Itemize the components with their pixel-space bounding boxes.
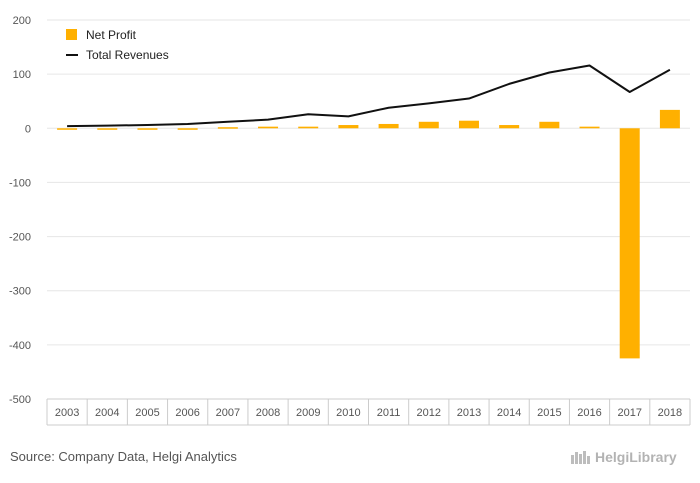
bar-net-profit-2010[interactable] xyxy=(338,125,359,129)
line-total-revenues[interactable] xyxy=(67,64,671,128)
bar-net-profit-2003[interactable] xyxy=(57,128,78,130)
point-total-revenues-2016[interactable] xyxy=(587,63,592,68)
total-revenues-line xyxy=(65,63,672,129)
bar-net-profit-2016[interactable] xyxy=(579,126,600,129)
point-total-revenues-2018[interactable] xyxy=(667,67,672,72)
y-tick-label: -100 xyxy=(9,177,31,189)
brand-logo: HelgiLibrary xyxy=(570,449,677,465)
point-total-revenues-2009[interactable] xyxy=(306,112,311,117)
gridlines xyxy=(47,19,690,400)
y-tick-label: 0 xyxy=(25,123,31,135)
x-tick-label: 2004 xyxy=(95,407,119,419)
bar-net-profit-2008[interactable] xyxy=(258,126,279,129)
legend-swatch-net-profit[interactable] xyxy=(66,29,77,40)
source-note: Source: Company Data, Helgi Analytics xyxy=(10,449,237,464)
bar-net-profit-2013[interactable] xyxy=(458,120,479,129)
point-total-revenues-2015[interactable] xyxy=(547,70,552,75)
point-total-revenues-2013[interactable] xyxy=(466,96,471,101)
x-tick-label: 2016 xyxy=(577,407,601,419)
y-axis-ticks: 200 100 0 -100 -200 -300 -400 -500 xyxy=(9,15,31,406)
bar-net-profit-2017[interactable] xyxy=(619,128,640,359)
x-tick-label: 2006 xyxy=(175,407,199,419)
bar-net-profit-2007[interactable] xyxy=(217,127,238,129)
point-total-revenues-2004[interactable] xyxy=(105,123,110,128)
bar-net-profit-2005[interactable] xyxy=(137,128,158,130)
point-total-revenues-2011[interactable] xyxy=(386,105,391,110)
y-tick-label: -500 xyxy=(9,394,31,406)
bar-net-profit-2012[interactable] xyxy=(418,121,439,129)
point-total-revenues-2017[interactable] xyxy=(627,90,632,95)
point-total-revenues-2007[interactable] xyxy=(225,119,230,124)
brand-name: HelgiLibrary xyxy=(595,449,677,465)
x-axis: 2003 2004 2005 2006 2007 2008 2009 2010 2011 2012… xyxy=(46,398,691,426)
y-tick-label: -400 xyxy=(9,340,31,352)
point-total-revenues-2005[interactable] xyxy=(145,123,150,128)
y-tick-label: 200 xyxy=(13,15,31,27)
point-total-revenues-2014[interactable] xyxy=(507,81,512,86)
x-tick-label: 2009 xyxy=(296,407,320,419)
x-tick-label: 2007 xyxy=(216,407,240,419)
x-tick-label: 2008 xyxy=(256,407,280,419)
bar-net-profit-2004[interactable] xyxy=(97,128,118,130)
y-tick-label: -200 xyxy=(9,232,31,244)
y-tick-label: -300 xyxy=(9,286,31,298)
x-tick-label: 2014 xyxy=(497,407,521,419)
net-profit-bars xyxy=(57,109,680,359)
point-total-revenues-2010[interactable] xyxy=(346,114,351,119)
bar-net-profit-2009[interactable] xyxy=(298,126,319,129)
point-total-revenues-2003[interactable] xyxy=(65,124,70,129)
x-tick-label: 2012 xyxy=(417,407,441,419)
legend-label-net-profit[interactable]: Net Profit xyxy=(86,28,137,42)
x-tick-label: 2010 xyxy=(336,407,360,419)
y-tick-label: 100 xyxy=(13,69,31,81)
bar-net-profit-2006[interactable] xyxy=(177,128,198,130)
x-tick-label: 2015 xyxy=(537,407,561,419)
point-total-revenues-2012[interactable] xyxy=(426,101,431,106)
x-tick-label: 2005 xyxy=(135,407,159,419)
x-tick-label: 2011 xyxy=(377,407,401,419)
point-total-revenues-2006[interactable] xyxy=(185,121,190,126)
library-icon xyxy=(571,451,590,464)
x-tick-label: 2003 xyxy=(55,407,79,419)
chart: 200 100 0 -100 -200 -300 -400 -500 2003 2004 2005… xyxy=(9,15,691,426)
legend: Net Profit Total Revenues xyxy=(66,28,169,62)
point-total-revenues-2008[interactable] xyxy=(266,117,271,122)
x-tick-label: 2013 xyxy=(457,407,481,419)
legend-label-total-revenues[interactable]: Total Revenues xyxy=(86,48,169,62)
bar-net-profit-2018[interactable] xyxy=(659,109,680,129)
bar-net-profit-2014[interactable] xyxy=(499,125,520,129)
bar-net-profit-2015[interactable] xyxy=(539,121,560,129)
x-tick-label: 2017 xyxy=(617,407,641,419)
x-tick-label: 2018 xyxy=(658,407,682,419)
bar-net-profit-2011[interactable] xyxy=(378,123,399,129)
